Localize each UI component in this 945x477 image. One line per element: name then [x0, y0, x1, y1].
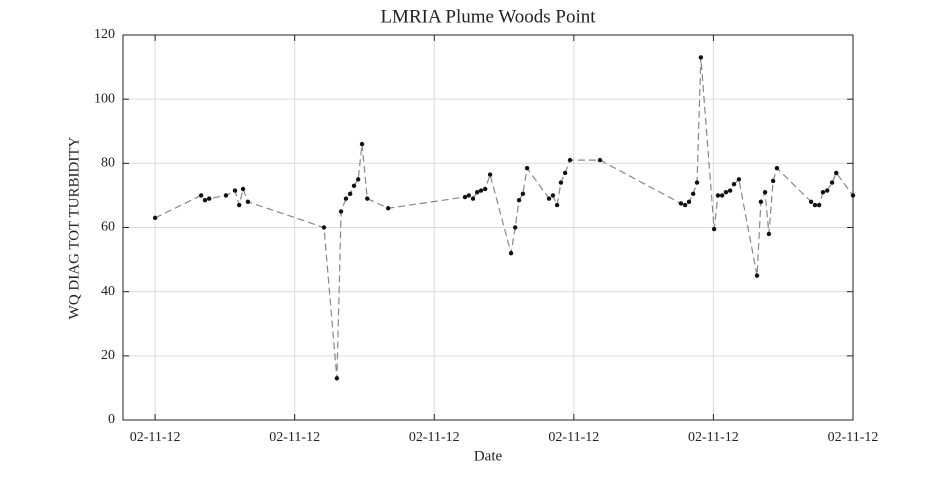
data-point: [474, 190, 480, 195]
data-point: [711, 226, 717, 232]
data-point: [470, 196, 476, 201]
data-point: [558, 180, 564, 185]
data-point: [829, 180, 835, 185]
data-point: [516, 198, 522, 203]
data-point: [386, 206, 391, 211]
data-point: [820, 190, 826, 195]
data-point: [478, 188, 484, 193]
data-point: [508, 250, 514, 256]
data-point: [567, 157, 573, 163]
data-point: [690, 191, 696, 197]
data-point: [715, 193, 721, 198]
data-point: [347, 191, 353, 197]
data-point: [513, 225, 518, 230]
data-point: [338, 209, 344, 214]
data-point: [343, 196, 349, 201]
data-point: [770, 178, 776, 184]
data-point: [355, 177, 361, 182]
data-point: [240, 186, 246, 192]
data-point: [754, 273, 760, 278]
data-point: [466, 193, 472, 198]
data-point: [686, 199, 692, 205]
data-point: [597, 157, 603, 163]
y-tick-label: 80: [101, 156, 115, 171]
y-tick-label: 60: [101, 220, 115, 235]
data-point: [245, 199, 251, 205]
data-point: [554, 202, 560, 208]
data-point: [694, 180, 700, 185]
data-point: [698, 55, 704, 60]
y-tick-label: 0: [108, 412, 115, 427]
data-point: [678, 201, 684, 206]
data-point: [152, 215, 158, 221]
y-tick-label: 40: [101, 284, 115, 299]
data-point: [719, 193, 725, 198]
chart-title: LMRIA Plume Woods Point: [380, 6, 596, 27]
x-tick-label: 02-11-12: [269, 430, 320, 445]
data-point: [736, 177, 742, 182]
x-tick-label: 02-11-12: [409, 430, 460, 445]
data-point: [774, 165, 780, 171]
data-point: [731, 181, 737, 187]
data-point: [359, 141, 365, 147]
data-point: [816, 202, 822, 208]
data-point: [524, 165, 530, 171]
data-point: [834, 170, 839, 176]
y-axis-label: WQ DIAG TOT TURBIDITY: [66, 137, 82, 320]
y-tick-label: 120: [94, 27, 115, 42]
data-point: [812, 202, 818, 208]
x-tick-label: 02-11-12: [130, 430, 181, 445]
data-point: [758, 199, 764, 205]
data-point: [462, 194, 468, 200]
data-point: [562, 170, 568, 176]
data-point: [824, 188, 830, 193]
data-point: [483, 186, 488, 192]
x-tick-label: 02-11-12: [828, 430, 879, 445]
data-point: [850, 193, 856, 198]
x-tick-label: 02-11-12: [548, 430, 599, 445]
data-point: [236, 202, 242, 208]
data-point: [550, 193, 556, 198]
data-point: [334, 376, 340, 381]
data-point: [206, 196, 212, 201]
data-point: [808, 199, 814, 205]
data-point: [762, 190, 768, 195]
data-point: [365, 196, 370, 201]
data-point: [520, 191, 526, 197]
data-point: [321, 225, 327, 230]
x-axis-label: Date: [474, 448, 503, 464]
data-point: [546, 196, 552, 201]
data-point: [682, 202, 688, 208]
data-point: [202, 198, 208, 203]
plot-frame: [122, 34, 854, 421]
data-point: [223, 193, 229, 198]
y-tick-label: 20: [101, 348, 115, 363]
data-point: [351, 183, 357, 188]
x-tick-label: 02-11-12: [688, 430, 739, 445]
y-tick-label: 100: [94, 91, 115, 106]
data-point: [723, 190, 729, 195]
data-point: [766, 231, 772, 237]
data-point: [727, 188, 733, 193]
data-point: [232, 188, 238, 193]
data-point: [487, 172, 493, 177]
data-point: [198, 193, 204, 198]
